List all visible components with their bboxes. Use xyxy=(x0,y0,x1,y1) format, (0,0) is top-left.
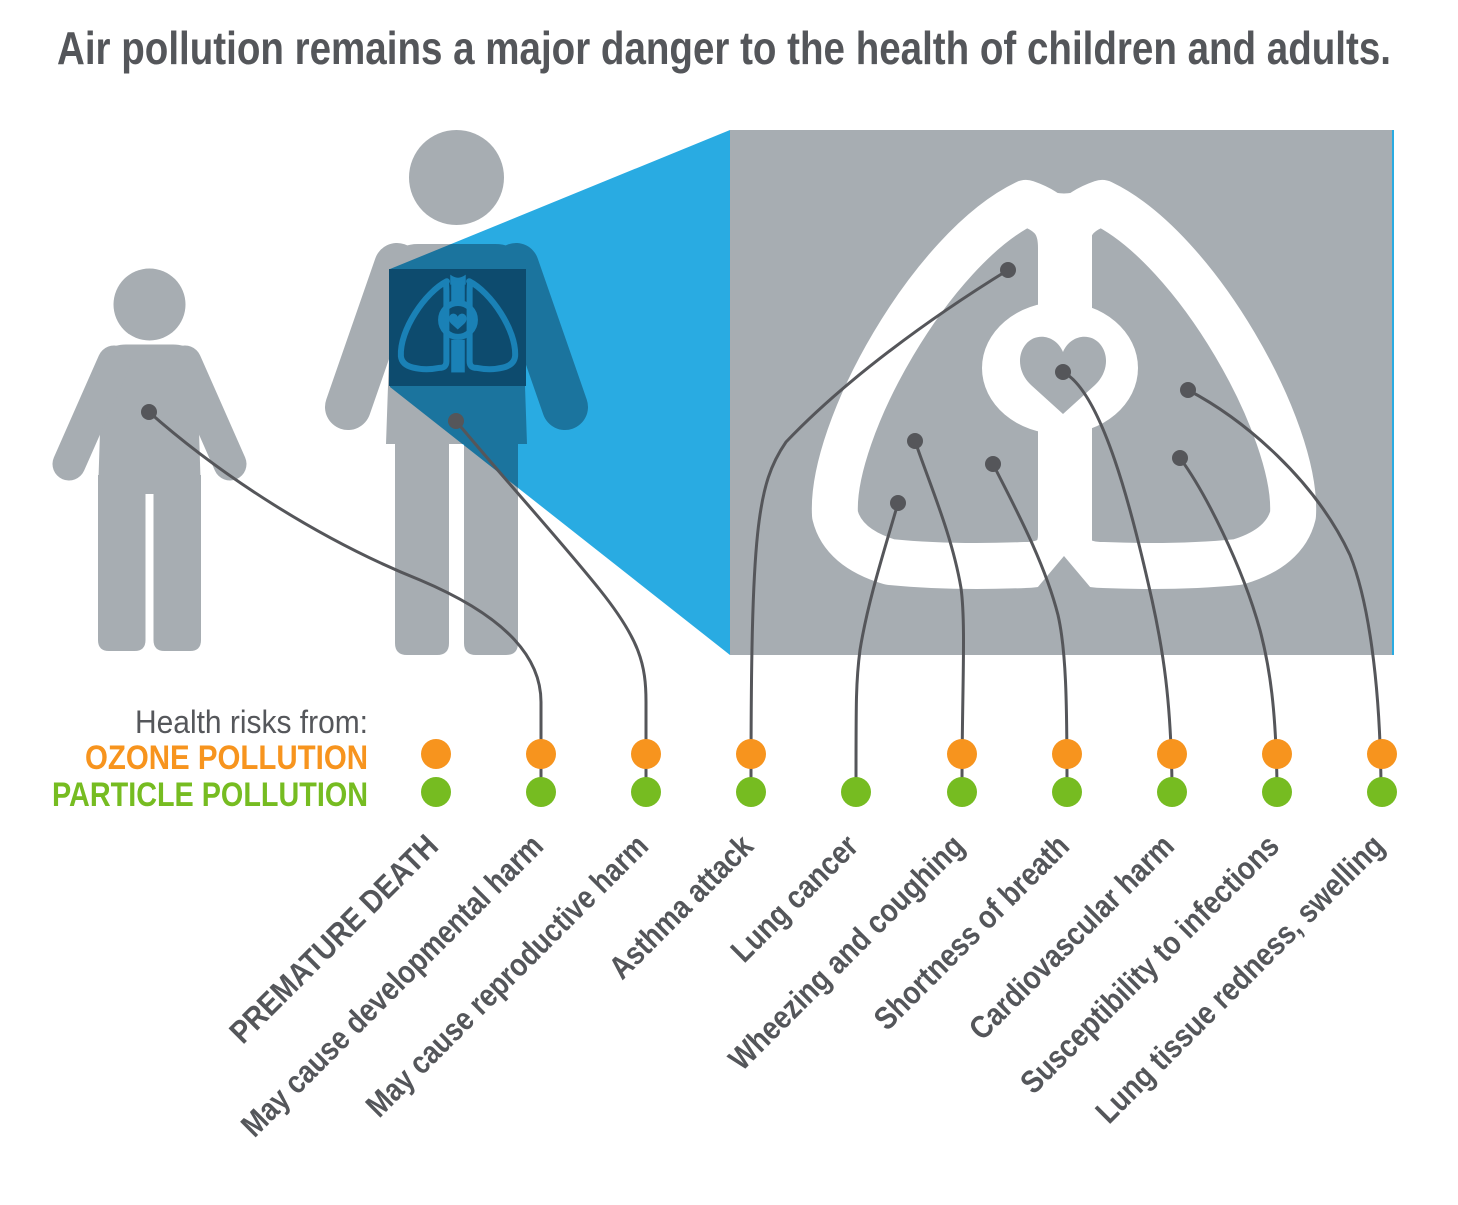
svg-text:PARTICLE POLLUTION: PARTICLE POLLUTION xyxy=(52,776,368,814)
svg-text:OZONE POLLUTION: OZONE POLLUTION xyxy=(85,739,368,777)
svg-text:Air pollution remains a major: Air pollution remains a major danger to … xyxy=(57,22,1391,74)
svg-text:Health risks from:: Health risks from: xyxy=(135,704,368,740)
